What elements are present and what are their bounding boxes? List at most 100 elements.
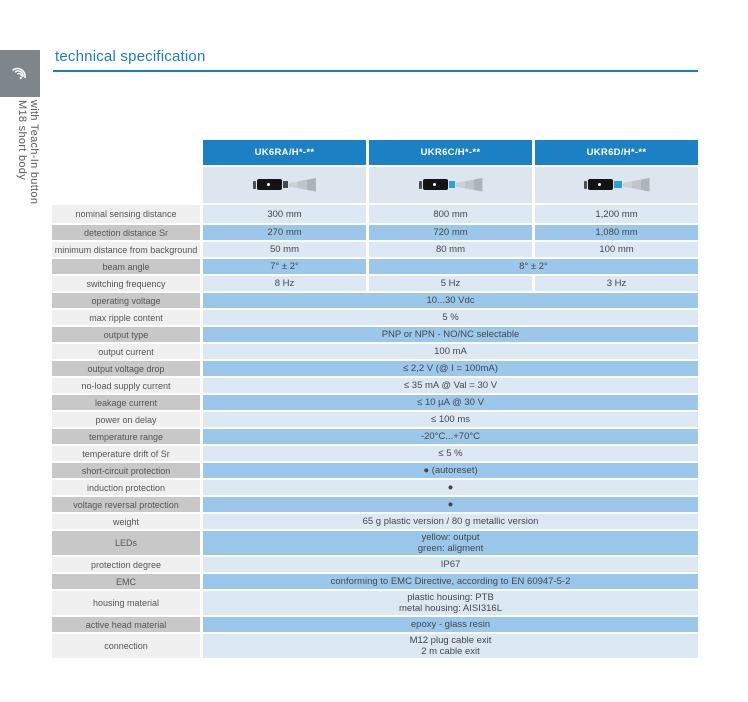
ultrasonic-wave-icon (12, 67, 26, 79)
spec-row: power on delay ≤ 100 ms (52, 412, 698, 427)
sensor-cap (418, 180, 422, 189)
spec-row: nominal sensing distance 300 mm 800 mm 1,20… (52, 205, 698, 223)
spec-row: connection M12 plug cable exit 2 m cable … (52, 634, 698, 658)
sensor-body (422, 179, 448, 191)
spec-row: switching frequency 8 Hz 5 Hz 3 Hz (52, 276, 698, 291)
value-cell: M12 plug cable exit 2 m cable exit (203, 634, 698, 658)
value-cell: 8° ± 2° (369, 259, 698, 274)
header-corner (52, 140, 200, 165)
column-header-model-2: UKR6C/H*-** (369, 140, 532, 165)
spec-row: operating voltage 10...30 Vdc (52, 293, 698, 308)
spec-row: leakage current ≤ 10 µA @ 30 V (52, 395, 698, 410)
value-cell: 10...30 Vdc (203, 293, 698, 308)
sensor-led-dot (432, 183, 436, 187)
row-label: connection (52, 634, 200, 658)
row-label: output type (52, 327, 200, 342)
value-cell: ≤ 5 % (203, 446, 698, 461)
product-image-cell-3 (535, 167, 698, 203)
value-cell: ● (autoreset) (203, 463, 698, 478)
value-cell: ≤ 35 mA @ Val = 30 V (203, 378, 698, 393)
sensor-led-dot (597, 183, 601, 187)
spec-row: detection distance Sr 270 mm 720 mm 1,080 m… (52, 225, 698, 240)
value-cell: 50 mm (203, 242, 366, 257)
row-label: power on delay (52, 412, 200, 427)
product-family-line2: with Teach-In button (28, 100, 40, 205)
row-label: nominal sensing distance (52, 205, 200, 223)
column-header-model-3: UKR6D/H*-** (535, 140, 698, 165)
sensor-cap (253, 180, 256, 189)
value-cell: IP67 (203, 557, 698, 572)
value-cell: 1,200 mm (535, 205, 698, 223)
sensor-product-image (418, 177, 483, 193)
value-cell: 1,080 mm (535, 225, 698, 240)
product-image-cell-1 (203, 167, 366, 203)
product-family-label: M18 short body with Teach-In button (16, 100, 40, 260)
row-label: max ripple content (52, 310, 200, 325)
row-label: induction protection (52, 480, 200, 495)
value-cell: ≤ 2,2 V (@ I = 100mA) (203, 361, 698, 376)
value-cell: 3 Hz (535, 276, 698, 291)
sensor-nozzle (613, 181, 622, 189)
value-cell: 5 % (203, 310, 698, 325)
row-label: output voltage drop (52, 361, 200, 376)
row-label: LEDs (52, 531, 200, 555)
row-label: leakage current (52, 395, 200, 410)
row-label: switching frequency (52, 276, 200, 291)
row-label: operating voltage (52, 293, 200, 308)
row-label: temperature range (52, 429, 200, 444)
value-cell: 8 Hz (203, 276, 366, 291)
spec-row: temperature range -20°C...+70°C (52, 429, 698, 444)
sensor-beam-cone (455, 178, 483, 192)
spec-row: EMC conforming to EMC Directive, accordin… (52, 574, 698, 589)
spec-row: max ripple content 5 % (52, 310, 698, 325)
page-title: technical specification (55, 48, 206, 65)
sensor-beam-cone (289, 178, 316, 192)
product-family-line1: M18 short body (16, 100, 28, 181)
value-cell: 300 mm (203, 205, 366, 223)
spec-table: UK6RA/H*-** UKR6C/H*-** UKR6D/H*-** nomi… (49, 138, 701, 660)
value-cell: PNP or NPN - NO/NC selectable (203, 327, 698, 342)
product-image-cell-2 (369, 167, 532, 203)
value-cell: ≤ 100 ms (203, 412, 698, 427)
title-underline (53, 70, 698, 72)
row-label: output current (52, 344, 200, 359)
value-cell: yellow: output green: aligment (203, 531, 698, 555)
spec-row: temperature drift of Sr ≤ 5 % (52, 446, 698, 461)
spec-row: output voltage drop ≤ 2,2 V (@ I = 100mA) (52, 361, 698, 376)
value-cell: -20°C...+70°C (203, 429, 698, 444)
row-label: short-circuit protection (52, 463, 200, 478)
spec-row: weight 65 g plastic version / 80 g metall… (52, 514, 698, 529)
spec-row: output type PNP or NPN - NO/NC selectable (52, 327, 698, 342)
value-cell: ≤ 10 µA @ 30 V (203, 395, 698, 410)
value-cell: conforming to EMC Directive, according t… (203, 574, 698, 589)
value-cell: 80 mm (369, 242, 532, 257)
row-label: protection degree (52, 557, 200, 572)
sensor-nozzle (283, 181, 288, 189)
spec-table-header: UK6RA/H*-** UKR6C/H*-** UKR6D/H*-** (52, 140, 698, 203)
row-label: no-load supply current (52, 378, 200, 393)
spec-row: induction protection ● (52, 480, 698, 495)
sensor-product-image (253, 177, 316, 193)
spec-row: beam angle 7° ± 2° 8° ± 2° (52, 259, 698, 274)
value-cell: ● (203, 497, 698, 512)
value-cell: 100 mm (535, 242, 698, 257)
value-cell: 100 mA (203, 344, 698, 359)
row-label: minimum distance from background (52, 242, 200, 257)
sensor-product-image (583, 177, 650, 193)
value-cell: 270 mm (203, 225, 366, 240)
column-header-model-1: UK6RA/H*-** (203, 140, 366, 165)
brand-logo (0, 50, 40, 97)
value-cell: epoxy - glass resin (203, 617, 698, 632)
row-label: weight (52, 514, 200, 529)
value-cell: 65 g plastic version / 80 g metallic ver… (203, 514, 698, 529)
sensor-body (587, 179, 613, 191)
value-cell: 5 Hz (369, 276, 532, 291)
spec-row: no-load supply current ≤ 35 mA @ Val = 30… (52, 378, 698, 393)
sensor-body (257, 179, 282, 191)
row-label: voltage reversal protection (52, 497, 200, 512)
row-label: housing material (52, 591, 200, 615)
sensor-cap (583, 180, 587, 189)
value-cell: plastic housing: PTB metal housing: AISI… (203, 591, 698, 615)
image-row-spacer (52, 167, 200, 203)
